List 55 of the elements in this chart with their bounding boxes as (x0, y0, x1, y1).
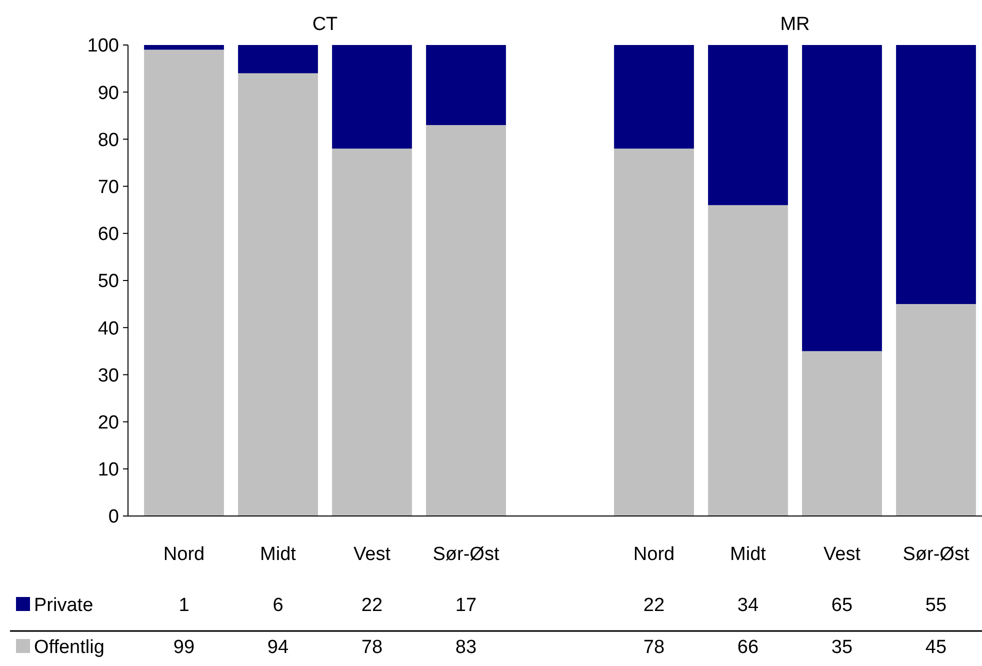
text: CT (312, 14, 338, 35)
x-tick-label: Midt (260, 544, 297, 565)
data-label: 65 (831, 595, 853, 616)
y-tick-label: 70 (98, 176, 119, 198)
bar (614, 148, 694, 516)
bar (238, 73, 318, 516)
bar (896, 45, 976, 304)
bar (708, 45, 788, 206)
data-label: 34 (737, 595, 759, 616)
bar (238, 45, 318, 74)
y-tick-label: 90 (98, 82, 119, 104)
y-tick-label: 50 (98, 271, 119, 292)
y-tick-label: 40 (98, 318, 119, 340)
bar (332, 148, 412, 516)
bar (614, 45, 694, 149)
data-label: 6 (272, 595, 284, 616)
x-tick-label: Nord (633, 544, 675, 565)
x-tick-label: Sør-Øst (432, 544, 500, 565)
x-tick-label: Vest (824, 544, 862, 565)
x-tick-label: Sør-Øst (902, 544, 970, 565)
bar (144, 45, 224, 50)
bar (426, 45, 506, 126)
y-tick-label: 10 (98, 460, 119, 481)
legend-label: Offentlig (34, 637, 104, 658)
data-label: 78 (643, 637, 665, 658)
bar (708, 205, 788, 516)
y-tick-label: 80 (98, 130, 119, 151)
bar (896, 304, 976, 516)
data-label: 1 (178, 595, 190, 616)
x-tick-label: Midt (730, 544, 767, 565)
data-label: 94 (267, 637, 289, 658)
bar (332, 45, 412, 149)
bar (426, 125, 506, 516)
data-label: 99 (173, 637, 195, 658)
y-tick-label: 60 (98, 224, 119, 246)
data-label: 17 (455, 595, 477, 616)
data-label: 66 (737, 637, 759, 658)
data-label: 35 (831, 637, 853, 658)
bar (802, 45, 882, 352)
data-label: 22 (643, 595, 665, 616)
data-label: 83 (455, 637, 477, 658)
bar (802, 351, 882, 516)
data-label: 45 (925, 637, 947, 658)
text: MR (780, 14, 810, 35)
data-label: 22 (361, 595, 383, 616)
x-tick-label: Nord (163, 544, 205, 565)
legend-label: Private (34, 595, 94, 616)
data-label: 55 (925, 595, 947, 616)
y-tick-label: 30 (98, 365, 119, 386)
bar (144, 50, 224, 516)
y-tick-label: 0 (108, 506, 119, 528)
y-tick-label: 20 (98, 412, 119, 434)
y-tick-label: 100 (87, 36, 119, 57)
x-tick-label: Vest (354, 544, 392, 565)
data-label: 78 (361, 637, 383, 658)
